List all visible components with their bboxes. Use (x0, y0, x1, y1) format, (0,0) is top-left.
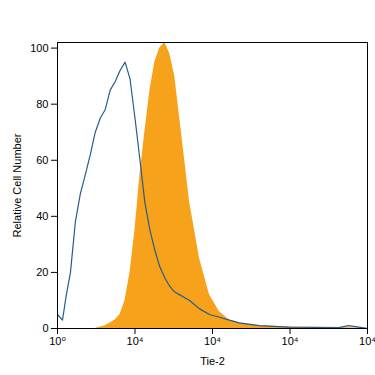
svg-text:10⁴: 10⁴ (204, 335, 221, 347)
svg-text:60: 60 (36, 154, 48, 166)
svg-text:80: 80 (36, 98, 48, 110)
svg-text:0: 0 (42, 322, 48, 334)
svg-text:10⁰: 10⁰ (49, 335, 66, 347)
svg-text:Relative Cell Number: Relative Cell Number (11, 133, 23, 237)
svg-text:10⁴: 10⁴ (282, 335, 299, 347)
svg-text:100: 100 (30, 42, 48, 54)
svg-text:10⁴: 10⁴ (127, 335, 144, 347)
svg-text:Tie-2: Tie-2 (200, 355, 225, 367)
svg-text:20: 20 (36, 266, 48, 278)
svg-text:40: 40 (36, 210, 48, 222)
svg-text:10⁴: 10⁴ (359, 335, 375, 347)
